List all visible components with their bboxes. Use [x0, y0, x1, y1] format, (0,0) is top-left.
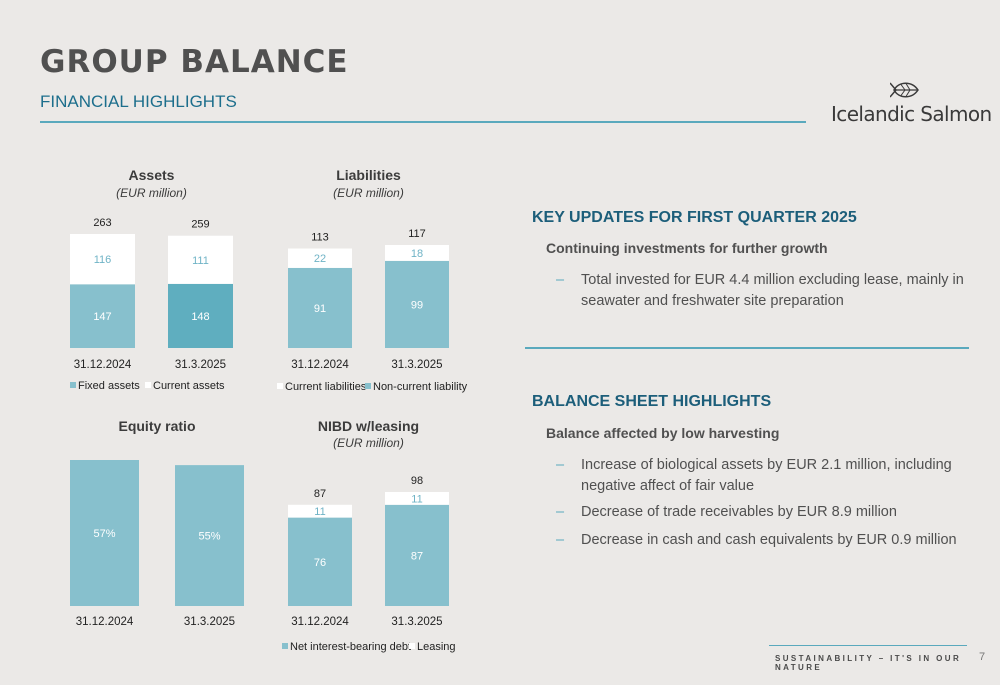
bar-segment: [385, 504, 449, 606]
page-number: 7: [979, 651, 986, 663]
bullet-line: Increase of biological assets by EUR 2.1…: [581, 457, 952, 473]
balance-highlights-subheading: Balance affected by low harvesting: [546, 425, 780, 441]
data-label: 57%: [93, 528, 115, 540]
footer-rule: [769, 645, 967, 646]
data-label: 11: [314, 506, 325, 518]
chart-title: NIBD w/leasing: [318, 418, 419, 434]
total-label: 113: [311, 232, 329, 244]
balance-bullet: – Increase of biological assets by EUR 2…: [556, 455, 976, 495]
balance-highlights-heading: BALANCE SHEET HIGHLIGHTS: [532, 393, 772, 410]
legend-label: Leasing: [417, 641, 456, 653]
bar-segment: [70, 284, 135, 348]
liabilities-chart: Liabilities (EUR million) 91 22 113 31.12.202…: [277, 167, 468, 393]
legend-swatch: [365, 383, 371, 389]
total-label: 87: [314, 488, 326, 500]
total-label: 263: [93, 217, 111, 229]
bar-segment: [385, 260, 449, 348]
data-label: 76: [314, 557, 326, 569]
legend-swatch: [145, 382, 151, 388]
page-title: GROUP BALANCE: [40, 44, 349, 80]
dash-icon: –: [556, 532, 565, 548]
total-label: 98: [411, 475, 423, 487]
chart-title: Assets: [129, 167, 175, 183]
data-label: 91: [314, 303, 326, 315]
data-label: 87: [411, 550, 423, 562]
bullet-line: Total invested for EUR 4.4 million exclu…: [581, 272, 964, 288]
key-updates-heading: KEY UPDATES FOR FIRST QUARTER 2025: [532, 209, 857, 226]
data-label: 22: [314, 253, 326, 265]
equity-ratio-chart: Equity ratio 57% 31.12.2024 55% 31.3.2025: [70, 418, 244, 628]
category-label: 31.12.2024: [76, 616, 134, 628]
chart-title: Equity ratio: [118, 418, 195, 434]
dash-icon: –: [556, 457, 565, 473]
data-label: 11: [411, 493, 422, 505]
bar-segment: [175, 465, 244, 606]
bullet-line: Decrease of trade receivables by EUR 8.9…: [581, 504, 897, 520]
chart-subtitle: (EUR million): [116, 186, 187, 200]
category-label: 31.3.2025: [391, 616, 442, 628]
bar-segment: [288, 517, 352, 606]
data-label: 99: [411, 299, 423, 311]
bar-segment: [288, 267, 352, 348]
chart-subtitle: (EUR million): [333, 186, 404, 200]
category-label: 31.12.2024: [291, 616, 349, 628]
bar-segment: [288, 248, 352, 268]
bullet-line: negative affect of fair value: [581, 478, 755, 494]
legend-swatch: [282, 643, 288, 649]
legend-swatch: [409, 643, 415, 649]
balance-bullet: – Decrease of trade receivables by EUR 8…: [556, 502, 976, 522]
legend-label: Fixed assets: [78, 380, 140, 392]
section-divider: [525, 347, 969, 349]
total-label: 117: [408, 228, 426, 240]
bar-segment: [168, 283, 233, 348]
salmon-leaf-logo-icon: [890, 82, 919, 98]
assets-chart: Assets (EUR million) 147 116 263 31.12.2024 14…: [70, 167, 233, 392]
title-divider: [40, 121, 806, 123]
page-subtitle: FINANCIAL HIGHLIGHTS: [40, 92, 237, 111]
category-label: 31.3.2025: [184, 616, 235, 628]
footer-tagline: SUSTAINABILITY – IT'S IN OUR NATURE: [775, 654, 962, 672]
dash-icon: –: [556, 504, 565, 520]
key-update-bullet: – Total invested for EUR 4.4 million exc…: [556, 270, 976, 310]
chart-subtitle: (EUR million): [333, 436, 404, 450]
data-label: 147: [93, 311, 111, 323]
legend-label: Current assets: [153, 380, 225, 392]
data-label: 111: [192, 255, 209, 267]
category-label: 31.12.2024: [291, 359, 349, 371]
data-label: 55%: [198, 531, 220, 543]
legend-swatch: [70, 382, 76, 388]
bullet-line: seawater and freshwater site preparation: [581, 293, 844, 309]
category-label: 31.3.2025: [391, 359, 442, 371]
category-label: 31.12.2024: [74, 359, 132, 371]
legend-label: Current liabilities: [285, 381, 367, 393]
total-label: 259: [191, 219, 209, 231]
legend-label: Net interest-bearing debt: [290, 641, 411, 653]
bar-segment: [168, 235, 233, 284]
dash-icon: –: [556, 272, 565, 288]
balance-bullet: – Decrease in cash and cash equivalents …: [556, 530, 976, 550]
brand-logo-text: Icelandic Salmon: [831, 102, 992, 126]
data-label: 18: [411, 248, 423, 260]
legend-label: Non-current liability: [373, 381, 468, 393]
legend-swatch: [277, 383, 283, 389]
nibd-chart: NIBD w/leasing (EUR million) 76 11 87 31.12.2…: [282, 418, 456, 653]
bar-segment: [70, 234, 135, 285]
category-label: 31.3.2025: [175, 359, 226, 371]
data-label: 116: [94, 254, 112, 266]
bullet-line: Decrease in cash and cash equivalents by…: [581, 532, 957, 548]
data-label: 148: [191, 311, 209, 323]
bar-segment: [288, 504, 352, 518]
chart-title: Liabilities: [336, 167, 401, 183]
bar-segment: [385, 245, 449, 261]
bar-segment: [385, 492, 449, 505]
bar-segment: [70, 460, 139, 606]
key-updates-subheading: Continuing investments for further growt…: [546, 240, 828, 256]
